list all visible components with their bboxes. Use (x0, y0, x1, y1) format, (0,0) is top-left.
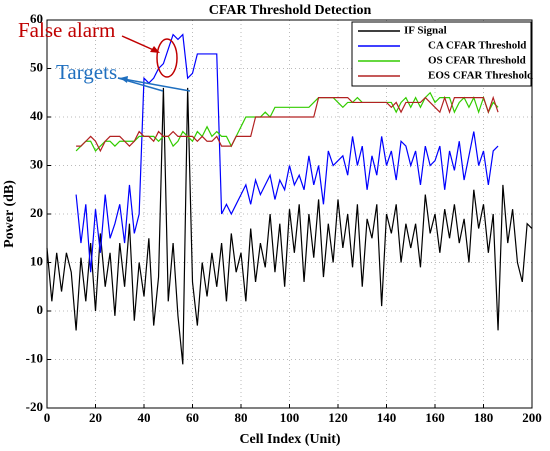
plot-frame (46, 19, 533, 409)
x-tick-label: 180 (474, 410, 494, 425)
legend-label: OS CFAR Threshold (428, 55, 526, 67)
annotation: False alarm (18, 18, 115, 42)
x-tick-label: 200 (522, 410, 542, 425)
x-axis-label: Cell Index (Unit) (239, 432, 340, 447)
lines (46, 33, 533, 365)
x-tick-label: 140 (377, 410, 397, 425)
x-tick-label: 0 (44, 410, 51, 425)
y-tick-label: 10 (30, 253, 43, 268)
ellipse (156, 38, 178, 78)
x-tick-label: 120 (328, 410, 348, 425)
y-axis-label: Power (dB) (2, 180, 17, 248)
series-line (75, 33, 499, 273)
y-tick-label: -20 (26, 399, 43, 414)
annotation: Targets (56, 60, 117, 84)
annotations: False alarm Targets (18, 18, 191, 92)
x-tick-label: 20 (89, 410, 102, 425)
x-tick-label: 160 (425, 410, 445, 425)
y-tick-label: 30 (30, 156, 43, 171)
arrow (117, 77, 191, 92)
arrow-head (120, 76, 128, 83)
x-tick-label: 100 (280, 410, 300, 425)
x-tick-label: 60 (186, 410, 199, 425)
legend-label: IF Signal (404, 25, 447, 37)
y-tick-label: 40 (30, 108, 43, 123)
y-tick-label: 20 (30, 205, 43, 220)
y-tick-label: 60 (30, 11, 43, 26)
y-tick-label: -10 (26, 350, 43, 365)
y-tick-label: 50 (30, 59, 43, 74)
x-tick-label: 80 (235, 410, 248, 425)
x-tick-label: 40 (138, 410, 151, 425)
legend: IF Signal CA CFAR Threshold OS CFAR Thresh… (351, 21, 533, 87)
series-line (76, 95, 499, 153)
chart-title: CFAR Threshold Detection (209, 3, 372, 18)
legend-label: EOS CFAR Threshold (428, 70, 533, 82)
y-tick-label: 0 (37, 302, 44, 317)
series-line (46, 87, 533, 365)
legend-label: CA CFAR Threshold (428, 40, 526, 52)
